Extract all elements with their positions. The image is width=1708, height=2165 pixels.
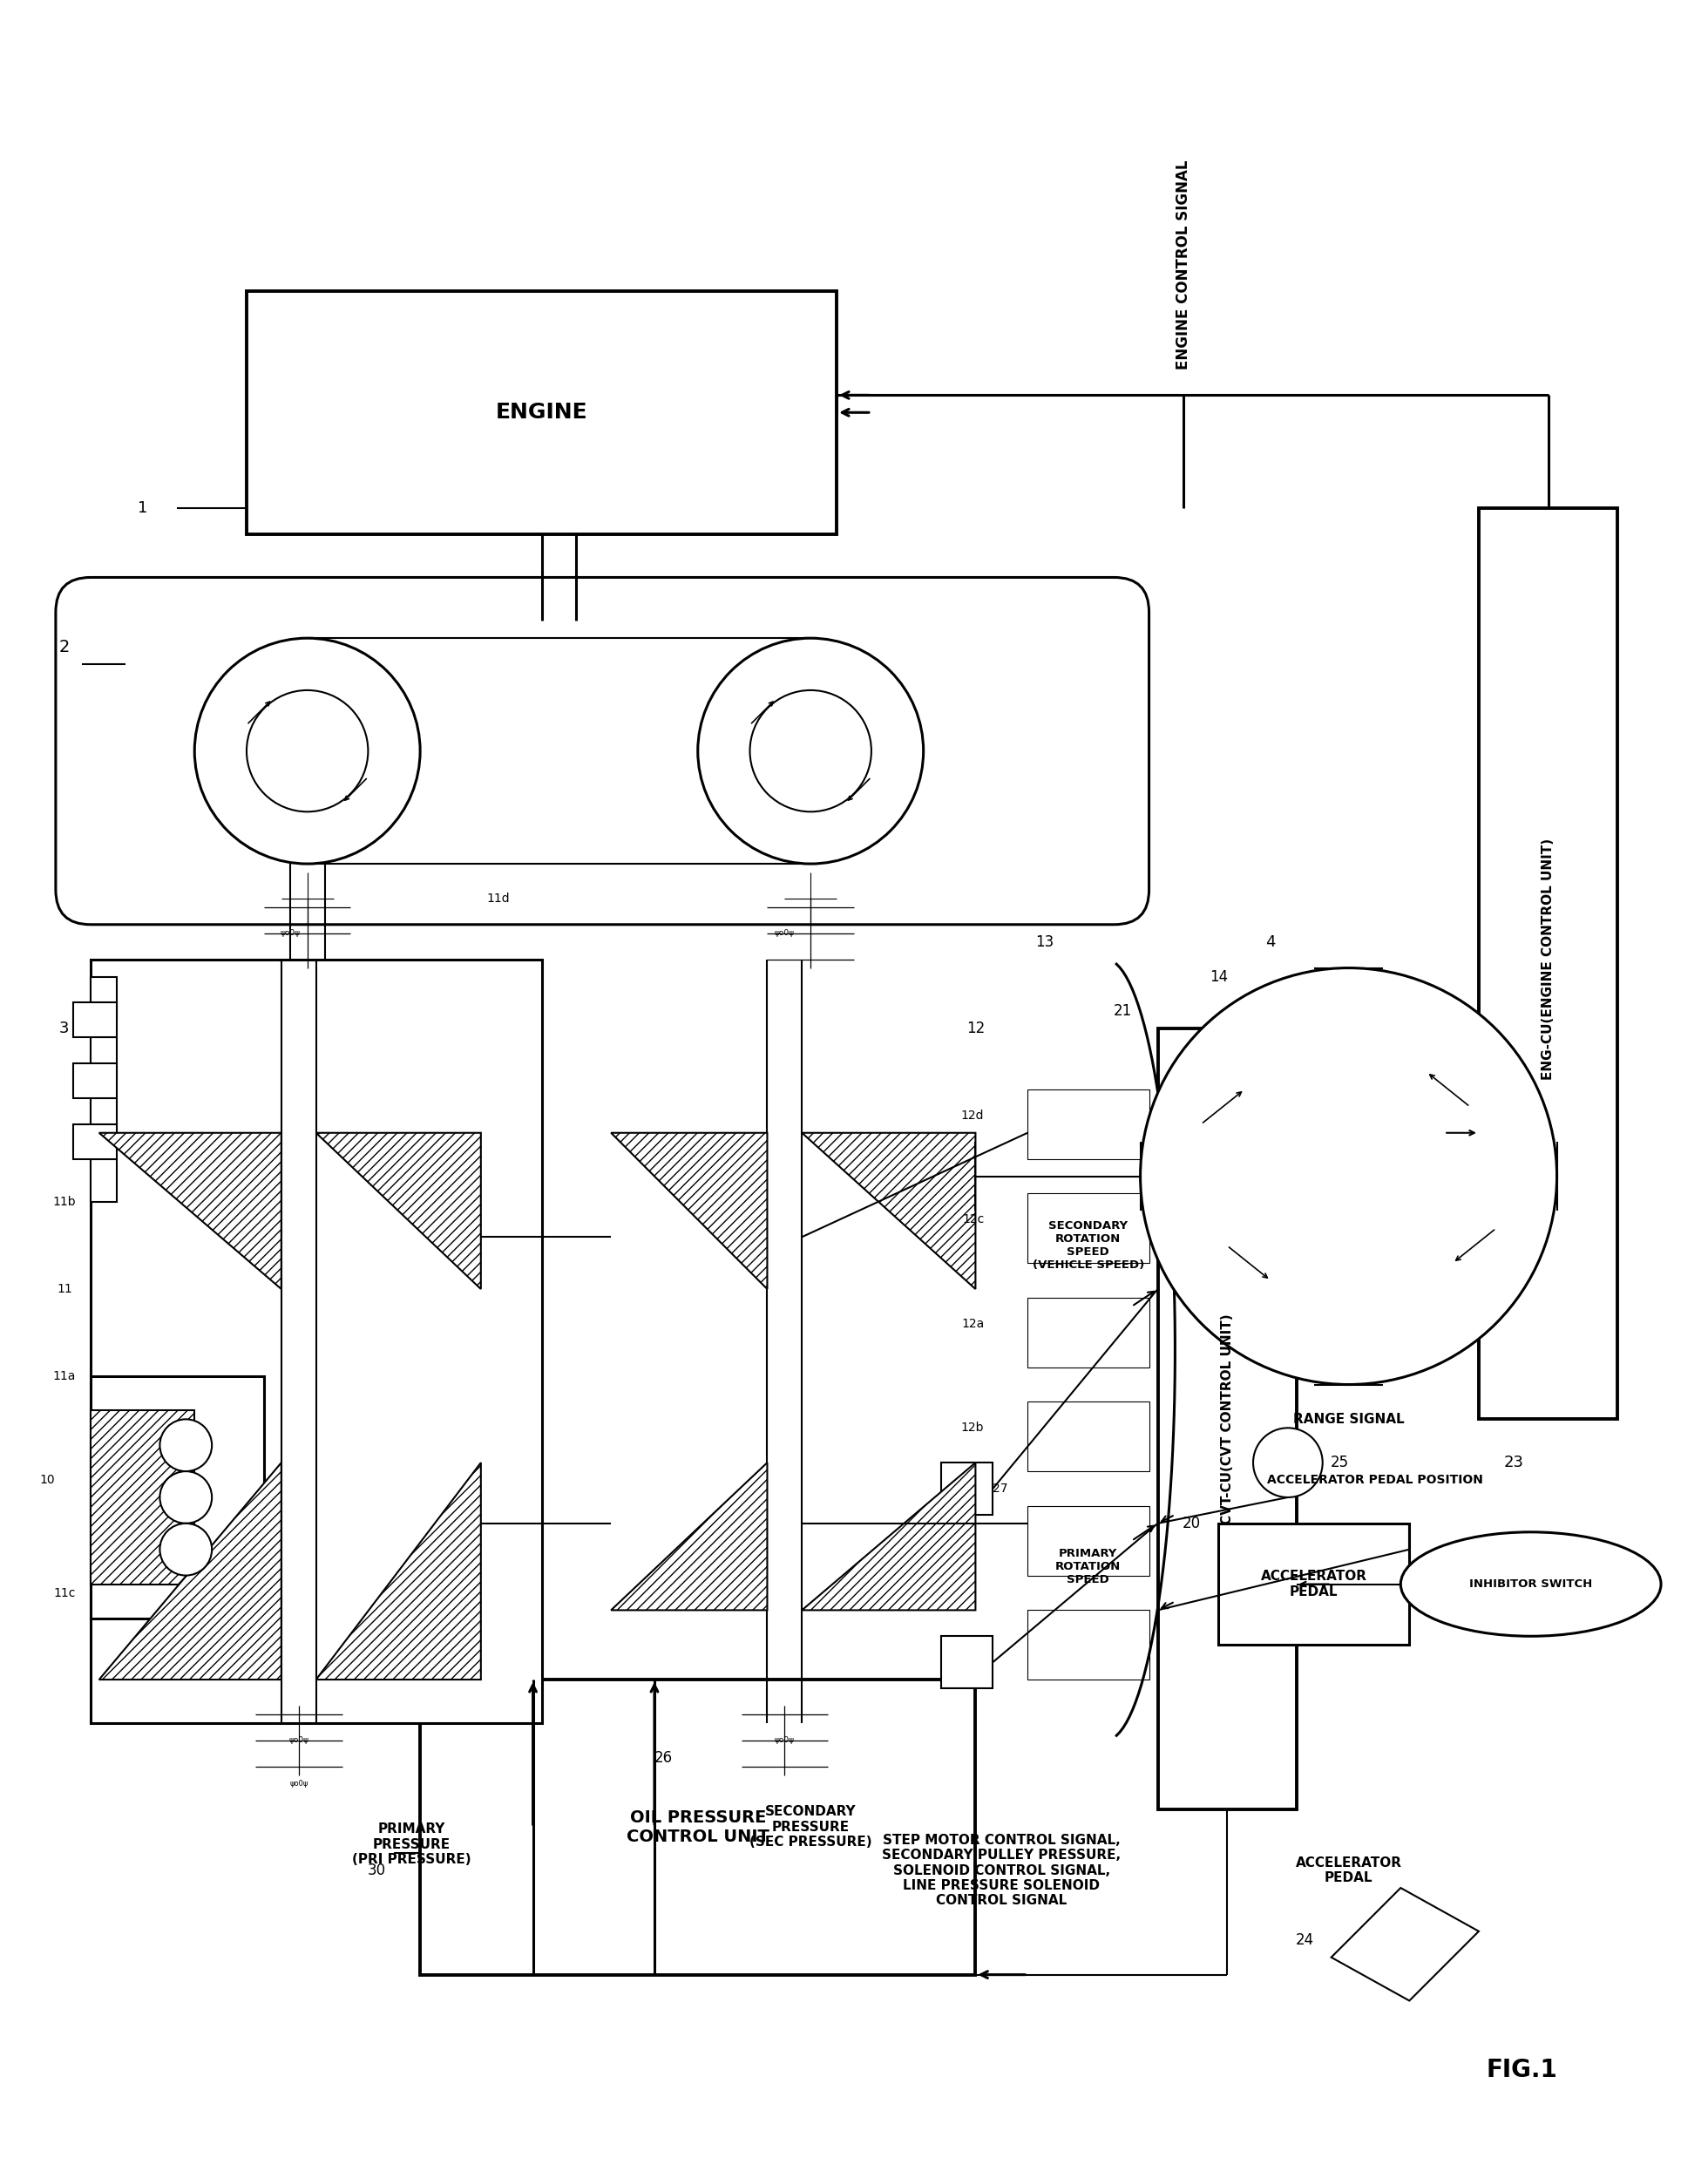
Polygon shape	[316, 1132, 482, 1288]
Bar	[1028, 1193, 1149, 1262]
Text: 12c: 12c	[962, 1215, 984, 1225]
Bar	[941, 1637, 992, 1689]
Polygon shape	[611, 1464, 767, 1611]
Circle shape	[1141, 968, 1558, 1386]
Text: 30: 30	[367, 1862, 386, 1879]
Text: ACCELERATOR
PEDAL: ACCELERATOR PEDAL	[1295, 1855, 1402, 1886]
Polygon shape	[99, 1464, 282, 1680]
Bar	[1479, 509, 1617, 1420]
Circle shape	[161, 1524, 212, 1576]
Bar	[1028, 1297, 1149, 1366]
Circle shape	[699, 639, 924, 864]
Circle shape	[195, 639, 420, 864]
Text: 11b: 11b	[53, 1197, 75, 1208]
Text: SECONDARY
PRESSURE
(SEC PRESSURE): SECONDARY PRESSURE (SEC PRESSURE)	[750, 1806, 871, 1849]
Text: 11d: 11d	[487, 892, 509, 905]
Text: INHIBITOR SWITCH: INHIBITOR SWITCH	[1469, 1578, 1592, 1589]
Text: 12: 12	[967, 1022, 986, 1037]
Text: RANGE SIGNAL: RANGE SIGNAL	[1293, 1414, 1404, 1427]
Bar	[73, 1063, 116, 1098]
Text: ENGINE: ENGINE	[495, 403, 588, 422]
Text: ψo0ψ: ψo0ψ	[289, 1780, 307, 1788]
Text: 21: 21	[1114, 1005, 1132, 1020]
Bar	[420, 1680, 975, 1974]
Text: 12b: 12b	[962, 1422, 984, 1433]
Text: PRIMARY
ROTATION
SPEED: PRIMARY ROTATION SPEED	[1056, 1548, 1120, 1585]
Text: 25: 25	[1331, 1455, 1349, 1470]
Polygon shape	[316, 1464, 482, 1680]
Polygon shape	[611, 1132, 767, 1288]
Bar	[246, 290, 837, 535]
Circle shape	[1254, 1429, 1322, 1498]
Text: ψo0ψ: ψo0ψ	[774, 929, 794, 937]
Text: 4: 4	[1266, 933, 1276, 950]
Text: 20: 20	[1182, 1516, 1201, 1531]
Bar	[91, 1037, 116, 1080]
Circle shape	[161, 1420, 212, 1472]
Polygon shape	[803, 1132, 975, 1288]
Text: ACCELERATOR
PEDAL: ACCELERATOR PEDAL	[1261, 1570, 1366, 1598]
Text: ACCELERATOR PEDAL POSITION: ACCELERATOR PEDAL POSITION	[1267, 1474, 1483, 1485]
Bar	[1028, 1507, 1149, 1576]
Text: 27: 27	[992, 1483, 1008, 1494]
Bar	[91, 1158, 116, 1202]
Text: ENGINE CONTROL SIGNAL: ENGINE CONTROL SIGNAL	[1175, 160, 1192, 370]
Polygon shape	[803, 1464, 975, 1611]
Text: OIL PRESSURE
CONTROL UNIT: OIL PRESSURE CONTROL UNIT	[627, 1810, 769, 1845]
FancyBboxPatch shape	[56, 578, 1149, 924]
Text: STEP MOTOR CONTROL SIGNAL,
SECONDARY PULLEY PRESSURE,
SOLENOID CONTROL SIGNAL,
L: STEP MOTOR CONTROL SIGNAL, SECONDARY PUL…	[881, 1834, 1120, 1907]
Text: 12a: 12a	[962, 1318, 984, 1329]
Polygon shape	[99, 1132, 282, 1288]
Bar	[91, 1098, 116, 1141]
Bar	[91, 1412, 195, 1585]
Bar	[1028, 1403, 1149, 1472]
Text: 2: 2	[60, 639, 70, 656]
Text: ψo0ψ: ψo0ψ	[280, 929, 301, 937]
Ellipse shape	[1401, 1533, 1660, 1637]
Bar	[73, 1002, 116, 1037]
Bar	[91, 976, 116, 1020]
Text: ψo0ψ: ψo0ψ	[289, 1736, 309, 1745]
Bar	[941, 1464, 992, 1516]
Text: 3: 3	[60, 1022, 70, 1037]
Text: FIG.1: FIG.1	[1486, 2059, 1558, 2083]
Bar	[1218, 1524, 1409, 1645]
Text: 13: 13	[1035, 933, 1054, 950]
Text: 24: 24	[1296, 1931, 1315, 1948]
Bar	[91, 959, 541, 1723]
Text: 11: 11	[56, 1284, 72, 1295]
Bar	[1158, 1028, 1296, 1810]
Polygon shape	[1331, 1888, 1479, 2000]
Text: CVT-CU(CVT CONTROL UNIT): CVT-CU(CVT CONTROL UNIT)	[1221, 1314, 1233, 1524]
Text: SECONDARY
ROTATION
SPEED
(VEHICLE SPEED): SECONDARY ROTATION SPEED (VEHICLE SPEED)	[1032, 1221, 1144, 1271]
Text: 23: 23	[1503, 1455, 1524, 1470]
Bar	[73, 1124, 116, 1158]
Circle shape	[750, 691, 871, 812]
Text: PRIMARY
PRESSURE
(PRI PRESSURE): PRIMARY PRESSURE (PRI PRESSURE)	[352, 1823, 471, 1866]
Text: 14: 14	[1209, 968, 1228, 985]
Bar	[1028, 1611, 1149, 1680]
Text: ENG-CU(ENGINE CONTROL UNIT): ENG-CU(ENGINE CONTROL UNIT)	[1542, 838, 1554, 1080]
Bar	[1028, 1089, 1149, 1158]
Text: 11a: 11a	[53, 1370, 75, 1381]
Text: 10: 10	[39, 1474, 55, 1485]
Text: 12d: 12d	[962, 1108, 984, 1121]
Text: 26: 26	[654, 1749, 673, 1764]
Bar	[91, 1375, 265, 1619]
Circle shape	[246, 691, 369, 812]
Circle shape	[161, 1472, 212, 1524]
Text: ψo0ψ: ψo0ψ	[774, 1736, 794, 1745]
Text: 1: 1	[138, 500, 147, 515]
Text: 11c: 11c	[53, 1587, 75, 1600]
